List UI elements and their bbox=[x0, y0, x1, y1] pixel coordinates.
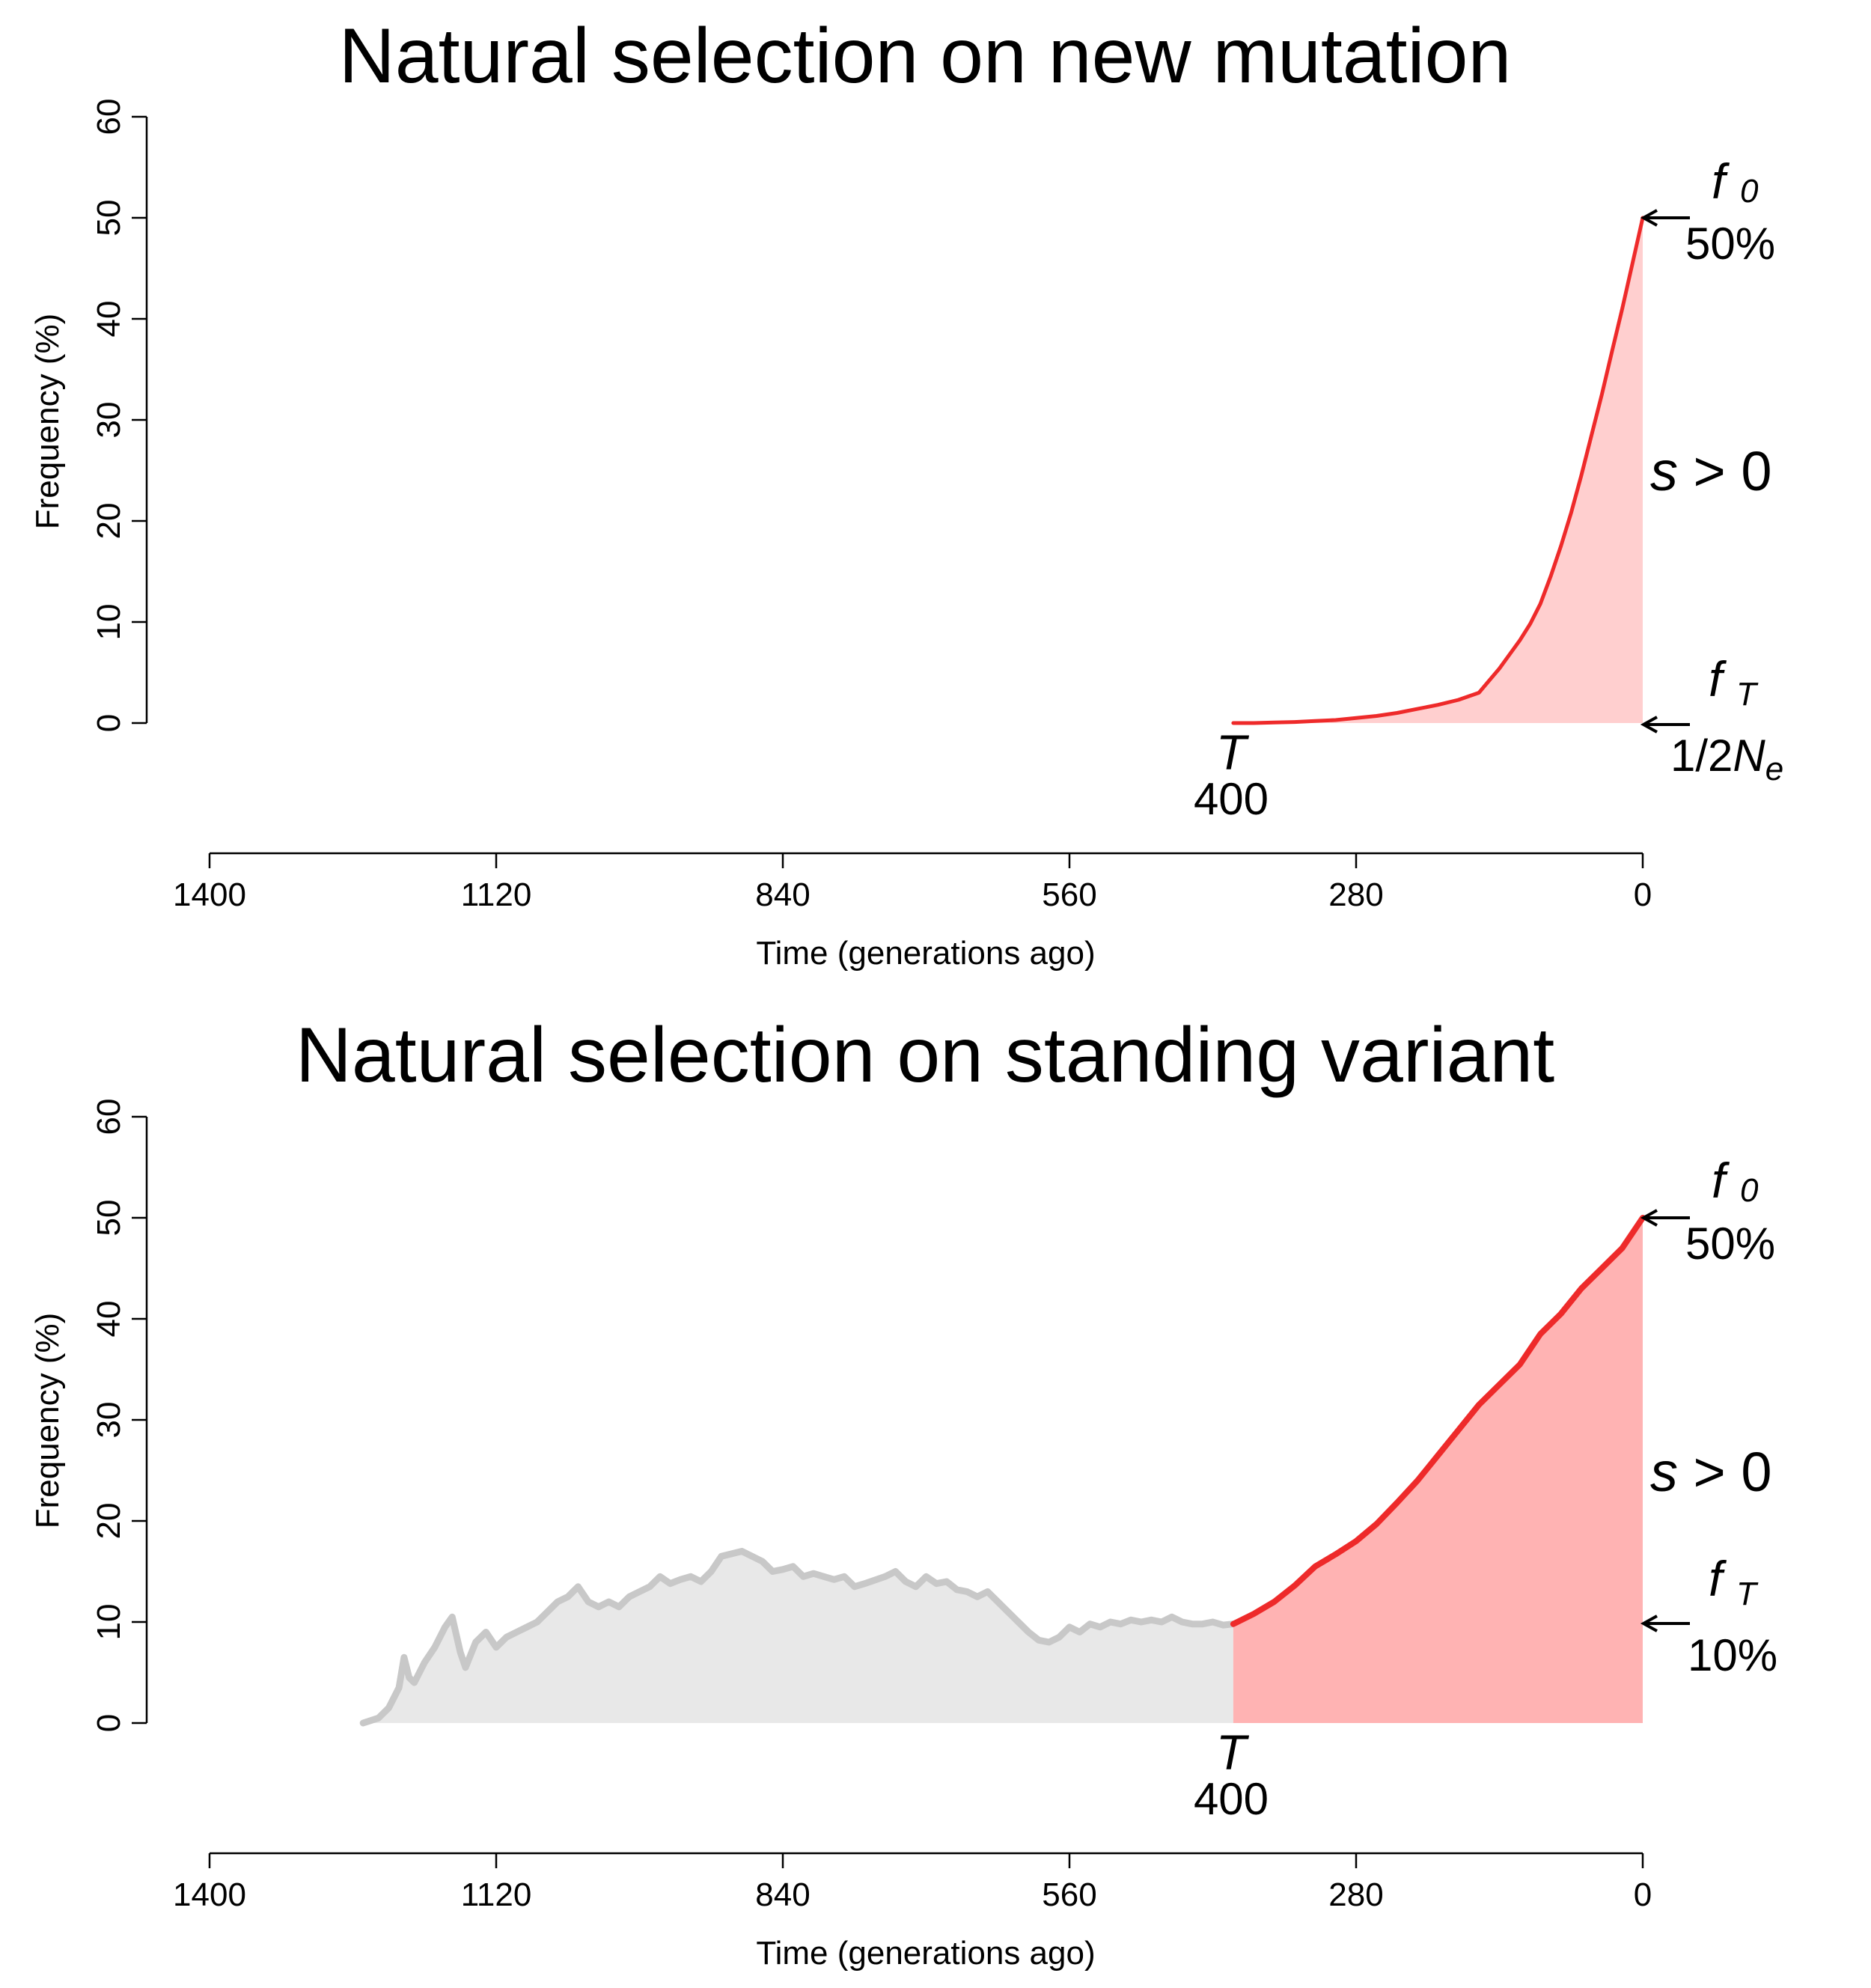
panel-new-mutation: Natural selection on new mutation 0 10 20 3… bbox=[29, 13, 1783, 972]
y-tick-label: 60 bbox=[91, 99, 127, 135]
fT-subscript: T bbox=[1736, 1576, 1759, 1612]
T-symbol: T bbox=[1216, 1725, 1250, 1780]
x-tick-label: 1120 bbox=[461, 1876, 532, 1913]
fT-value-subscript: e bbox=[1765, 751, 1783, 787]
x-tick-label: 1400 bbox=[173, 876, 246, 913]
x-tick-label: 840 bbox=[755, 1876, 810, 1913]
fT-symbol: f bbox=[1709, 651, 1727, 707]
x-tick-label: 280 bbox=[1328, 876, 1383, 913]
f0-symbol: f bbox=[1712, 153, 1730, 209]
y-ticks: 0 10 20 30 40 50 60 bbox=[91, 1099, 147, 1732]
selection-area bbox=[1233, 218, 1643, 723]
f0-value: 50% bbox=[1685, 219, 1775, 269]
fT-symbol: f bbox=[1709, 1551, 1727, 1606]
fT-value: 1/2Ne bbox=[1670, 731, 1783, 787]
selection-symbol: s bbox=[1650, 1441, 1678, 1503]
y-tick-label: 20 bbox=[91, 503, 127, 540]
x-tick-label: 1400 bbox=[173, 1876, 246, 1913]
y-axis-label: Frequency (%) bbox=[29, 1313, 66, 1529]
y-tick-label: 60 bbox=[91, 1099, 127, 1135]
y-tick-label: 0 bbox=[91, 1714, 127, 1732]
f0-value: 50% bbox=[1685, 1219, 1775, 1269]
fT-value-prefix: 1/2 bbox=[1670, 731, 1733, 781]
T-symbol: T bbox=[1216, 725, 1250, 780]
drift-area bbox=[363, 1551, 1233, 1723]
x-tick-label: 840 bbox=[755, 876, 810, 913]
y-tick-label: 40 bbox=[91, 301, 127, 338]
y-tick-label: 50 bbox=[91, 1200, 127, 1237]
f0-arrowhead bbox=[1640, 1209, 1658, 1227]
fT-arrowhead bbox=[1640, 1615, 1658, 1632]
plot-area bbox=[1231, 216, 1645, 725]
drift-line bbox=[359, 1548, 1237, 1727]
fT-value: 10% bbox=[1688, 1630, 1777, 1680]
fT-value-N: N bbox=[1733, 731, 1765, 781]
selection-label: s > 0 bbox=[1650, 1441, 1772, 1503]
selection-area bbox=[1233, 1218, 1643, 1723]
T-value: 400 bbox=[1194, 1774, 1269, 1824]
f0-subscript: 0 bbox=[1740, 1172, 1759, 1209]
x-axis-label: Time (generations ago) bbox=[756, 935, 1095, 972]
fT-subscript: T bbox=[1736, 676, 1759, 713]
selection-line bbox=[1230, 1215, 1646, 1627]
f0-arrowhead bbox=[1640, 209, 1658, 227]
y-tick-label: 10 bbox=[91, 1604, 127, 1641]
y-tick-label: 30 bbox=[91, 402, 127, 439]
y-axis-label: Frequency (%) bbox=[29, 314, 66, 530]
x-tick-label: 560 bbox=[1042, 876, 1096, 913]
chart-title: Natural selection on new mutation bbox=[339, 13, 1512, 100]
x-tick-label: 0 bbox=[1634, 876, 1652, 913]
y-tick-label: 40 bbox=[91, 1301, 127, 1338]
panel-standing-variant: Natural selection on standing variant 01… bbox=[29, 1012, 1777, 1972]
f0-subscript: 0 bbox=[1740, 173, 1759, 210]
y-ticks: 0 10 20 30 40 50 60 bbox=[91, 99, 147, 732]
selection-line bbox=[1231, 216, 1645, 725]
x-tick-label: 0 bbox=[1634, 1876, 1652, 1913]
y-tick-label: 0 bbox=[91, 714, 127, 732]
f0-symbol: f bbox=[1712, 1153, 1730, 1208]
selection-label: s > 0 bbox=[1650, 440, 1772, 502]
selection-rest: > 0 bbox=[1678, 1441, 1772, 1503]
x-tick-label: 560 bbox=[1042, 1876, 1096, 1913]
selection-symbol: s bbox=[1650, 440, 1678, 502]
x-tick-label: 1120 bbox=[461, 876, 532, 913]
x-tick-label: 280 bbox=[1328, 1876, 1383, 1913]
y-tick-label: 30 bbox=[91, 1402, 127, 1439]
fT-arrowhead bbox=[1640, 716, 1658, 734]
y-tick-label: 50 bbox=[91, 200, 127, 237]
selection-rest: > 0 bbox=[1678, 440, 1772, 502]
y-tick-label: 10 bbox=[91, 604, 127, 641]
x-axis-label: Time (generations ago) bbox=[756, 1935, 1095, 1972]
chart-title: Natural selection on standing variant bbox=[296, 1012, 1554, 1099]
T-value: 400 bbox=[1194, 774, 1269, 824]
x-ticks: 1400 1120 840 560 280 0 bbox=[173, 853, 1652, 913]
plot-area bbox=[359, 1215, 1646, 1727]
x-ticks: 1400 1120 840 560 280 0 bbox=[173, 1853, 1652, 1913]
y-tick-label: 20 bbox=[91, 1503, 127, 1540]
